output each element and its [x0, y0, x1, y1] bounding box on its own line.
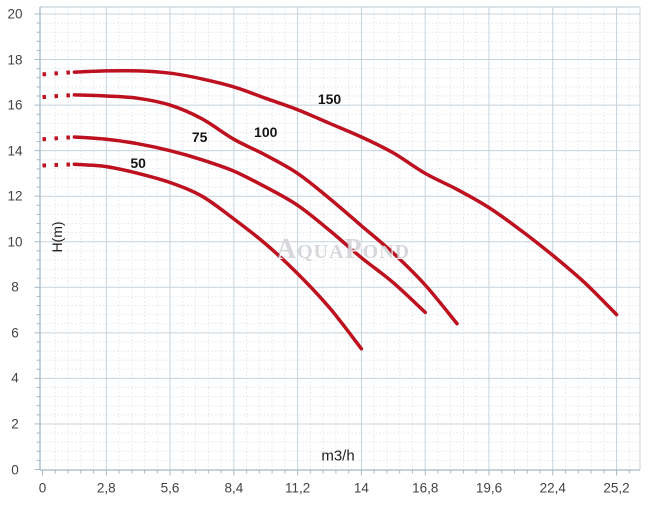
- curve-100: [72, 93, 459, 326]
- curve-100-dotted-start: [42, 92, 75, 100]
- curve-label-100: 100: [254, 124, 278, 141]
- x-tick-label: 11,2: [284, 480, 311, 496]
- x-axis-title: m3/h: [321, 447, 355, 465]
- y-tick-label: 10: [7, 234, 23, 250]
- y-axis-title: H(m): [49, 221, 65, 253]
- curve-label-50: 50: [130, 155, 146, 172]
- x-tick-label: 14: [353, 480, 369, 496]
- curve-150-dotted-start: [42, 70, 75, 77]
- watermark: AquaPond: [275, 234, 411, 265]
- y-tick-label: 8: [11, 279, 19, 295]
- x-tick-label: 2,8: [96, 480, 116, 496]
- y-tick-label: 16: [7, 97, 23, 113]
- y-tick-label: 14: [7, 143, 23, 159]
- x-tick-label: 19,6: [475, 480, 503, 496]
- y-tick-label: 4: [11, 370, 19, 386]
- curve-75-dotted-start: [42, 135, 75, 142]
- curve-label-150: 150: [317, 91, 342, 108]
- y-tick-label: 2: [11, 416, 19, 432]
- x-tick-label: 16,8: [412, 480, 439, 496]
- x-tick-label: 25,2: [603, 480, 630, 496]
- curve-150: [72, 68, 619, 317]
- x-tick-label: 8,4: [224, 480, 244, 496]
- curve-75: [72, 135, 427, 315]
- x-tick-label: 0: [38, 480, 47, 496]
- y-tick-label: 0: [11, 462, 19, 477]
- curve-50: [72, 162, 364, 351]
- x-tick-label: 22,4: [539, 480, 566, 496]
- curve-50-dotted-start: [42, 162, 75, 168]
- x-tick-label: 5,6: [160, 480, 180, 496]
- y-tick-label: 20: [7, 6, 23, 22]
- y-tick-label: 18: [7, 52, 23, 68]
- curve-label-75: 75: [191, 128, 208, 145]
- y-tick-label: 12: [7, 188, 23, 204]
- y-tick-label: 6: [11, 325, 19, 341]
